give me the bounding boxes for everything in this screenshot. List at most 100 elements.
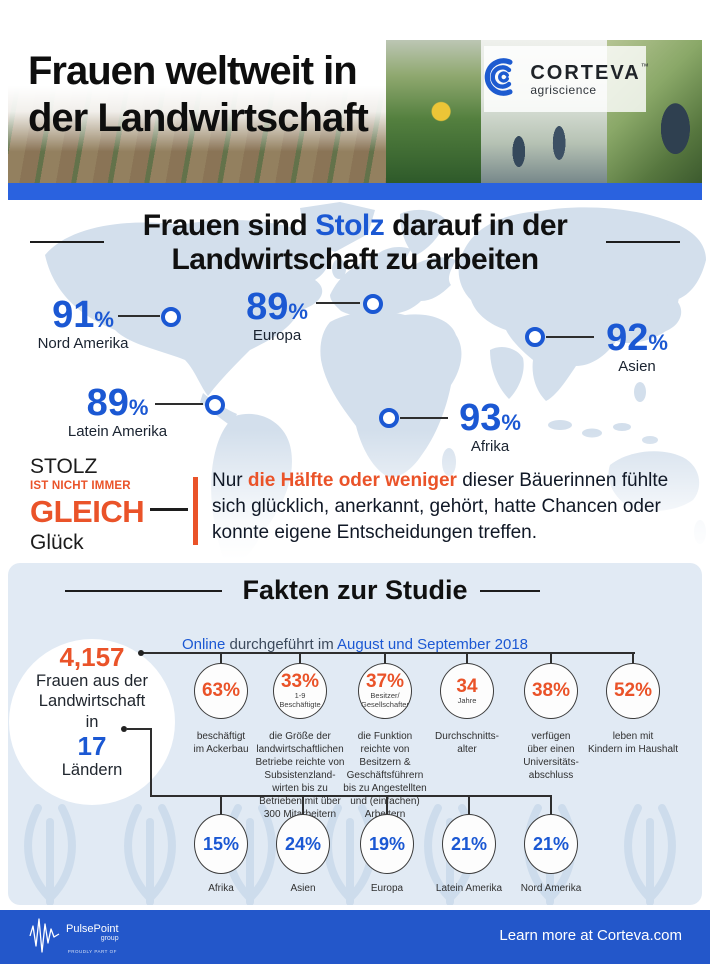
- connector-drop: [632, 652, 634, 664]
- stat-region-label: Europa: [252, 327, 302, 344]
- region-circle-asien: 24%: [276, 814, 330, 874]
- title-dash-right: [606, 241, 680, 243]
- facts-title-dash-left: [65, 590, 222, 592]
- stat-region-label: Afrika: [470, 438, 510, 455]
- stat-connector-line: [155, 403, 203, 405]
- stat-value: 92: [606, 317, 649, 359]
- pride-text-post: dieser Bäuerinnen fühlte sich glücklich,…: [212, 470, 669, 543]
- fact-circle-besitzer: 37% Besitzer/ Gesellschafter: [358, 663, 412, 719]
- stat-unit: %: [128, 395, 149, 420]
- fact-circle-ackerbau: 63%: [194, 663, 248, 719]
- map-title-line1: Frauen sind Stolz darauf in der: [0, 209, 710, 243]
- facts-subtitle-dates: August und September 2018: [337, 636, 529, 653]
- pride-word-stolz: STOLZ: [30, 455, 98, 478]
- stat-latein-amerika: 89% Latein Amerika: [55, 384, 180, 439]
- pride-text-highlight: die Hälfte oder weniger: [247, 470, 457, 491]
- corteva-logo-text: CORTEVA™ agriscience: [530, 61, 649, 96]
- connector-drop: [384, 652, 386, 664]
- map-title-pre: Frauen sind: [142, 209, 316, 242]
- orange-divider-bar: [193, 477, 198, 545]
- stat-afrika: 93% Afrika: [450, 399, 530, 454]
- fact-label: verfügen über einen Universitäts- abschl…: [523, 731, 579, 781]
- stat-europa: 89% Europa: [222, 288, 332, 343]
- stat-connector-line: [400, 417, 448, 419]
- fact-label: beschäftigt im Ackerbau: [193, 731, 249, 755]
- region-label: Asien: [290, 883, 316, 894]
- page-title-line1: Frauen weltweit in: [28, 49, 358, 93]
- respondent-count: 4,157: [59, 642, 125, 672]
- stat-value: 93: [459, 397, 502, 439]
- fact-circle-kinder: 52%: [606, 663, 660, 719]
- fact-circle-beschaeftigte: 33% 1-9 Beschäftigte: [273, 663, 327, 719]
- map-marker-nord-amerika: [161, 307, 181, 327]
- tea-harvest-photo: [386, 40, 481, 183]
- region-label: Latein Amerika: [435, 883, 503, 894]
- fact-value: 34: [456, 675, 478, 697]
- pride-block: STOLZ IST NICHT IMMER GLEICH Glück: [30, 455, 145, 553]
- pulsepoint-tagline: PROUDLY PART OF: [67, 949, 117, 955]
- stat-value: 91: [52, 294, 95, 336]
- fact-subvalue: Jahre: [457, 695, 477, 705]
- connector-bottom-start: [127, 728, 151, 730]
- map-marker-asien: [525, 327, 545, 347]
- connector-drop: [302, 795, 304, 815]
- facts-subtitle: Online durchgeführt im August und Septem…: [0, 636, 710, 653]
- region-value: 21%: [532, 834, 570, 854]
- page-title-line2: der Landwirtschaft: [28, 96, 369, 141]
- map-title-post: darauf in der: [384, 209, 568, 242]
- map-section-title: Frauen sind Stolz darauf in der Landwirt…: [0, 209, 710, 276]
- facts-title-dash-right: [480, 590, 540, 592]
- connector-bottom-vertical: [150, 728, 152, 796]
- region-circle-afrika: 15%: [194, 814, 248, 874]
- region-value: 21%: [450, 834, 488, 854]
- gleich-dash: [150, 508, 188, 511]
- fact-value: 63%: [201, 680, 241, 701]
- field-photo: [8, 40, 386, 183]
- pride-word-gleich: GLEICH: [30, 493, 145, 529]
- map-marker-latein-amerika: [205, 395, 225, 415]
- pride-text-pre: Nur: [212, 470, 248, 491]
- region-label: Nord Amerika: [520, 883, 582, 894]
- intro-line4: Ländern: [61, 761, 123, 780]
- corteva-trademark: ™: [640, 61, 649, 71]
- connector-drop: [466, 652, 468, 664]
- learn-more-link[interactable]: Learn more at Corteva.com: [499, 927, 682, 944]
- country-count: 17: [77, 730, 107, 761]
- region-circle-latein-amerika: 21%: [442, 814, 496, 874]
- facts-subtitle-mid: durchgeführt im: [225, 636, 338, 653]
- connector-bottom-horizontal: [150, 795, 552, 797]
- connector-dot-top: [138, 650, 144, 656]
- fact-value: 33%: [280, 671, 320, 693]
- fact-label: leben mit Kindern im Haushalt: [587, 731, 679, 755]
- fact-label: die Funktion reichte von Besitzern & Ges…: [343, 731, 427, 820]
- connector-drop: [220, 652, 222, 664]
- connector-drop: [386, 795, 388, 815]
- intro-line3: in: [85, 712, 99, 731]
- corteva-logo-name: CORTEVA: [530, 61, 641, 84]
- connector-drop: [299, 652, 301, 664]
- stat-unit: %: [94, 307, 114, 332]
- stat-unit: %: [288, 299, 308, 324]
- facts-subtitle-online: Online: [181, 636, 226, 653]
- corteva-logo-icon: [481, 56, 523, 103]
- map-marker-afrika: [379, 408, 399, 428]
- pulsepoint-group: group: [100, 935, 119, 942]
- fact-value: 38%: [531, 680, 571, 701]
- map-title-line2: Landwirtschaft zu arbeiten: [171, 242, 539, 276]
- connector-drop: [220, 795, 222, 815]
- intro-line1: Frauen aus der: [36, 672, 148, 691]
- pulsepoint-name: PulsePoint: [66, 923, 119, 935]
- facts-title: Fakten zur Studie: [242, 575, 468, 605]
- stat-unit: %: [648, 330, 668, 355]
- sample-size-circle: [9, 639, 175, 805]
- corteva-logo: CORTEVA™ agriscience: [481, 46, 649, 112]
- region-label: Europa: [370, 883, 404, 894]
- fact-subvalue: Besitzer/ Gesellschafter: [361, 691, 409, 709]
- pulsepoint-logo: PulsePoint group PROUDLY PART OF: [28, 916, 119, 959]
- stat-nord-amerika: 91% Nord Amerika: [28, 296, 138, 351]
- region-circle-nord-amerika: 21%: [524, 814, 578, 874]
- stat-region-label: Asien: [618, 358, 656, 375]
- region-value: 19%: [368, 834, 406, 854]
- connector-top-horizontal: [141, 652, 635, 654]
